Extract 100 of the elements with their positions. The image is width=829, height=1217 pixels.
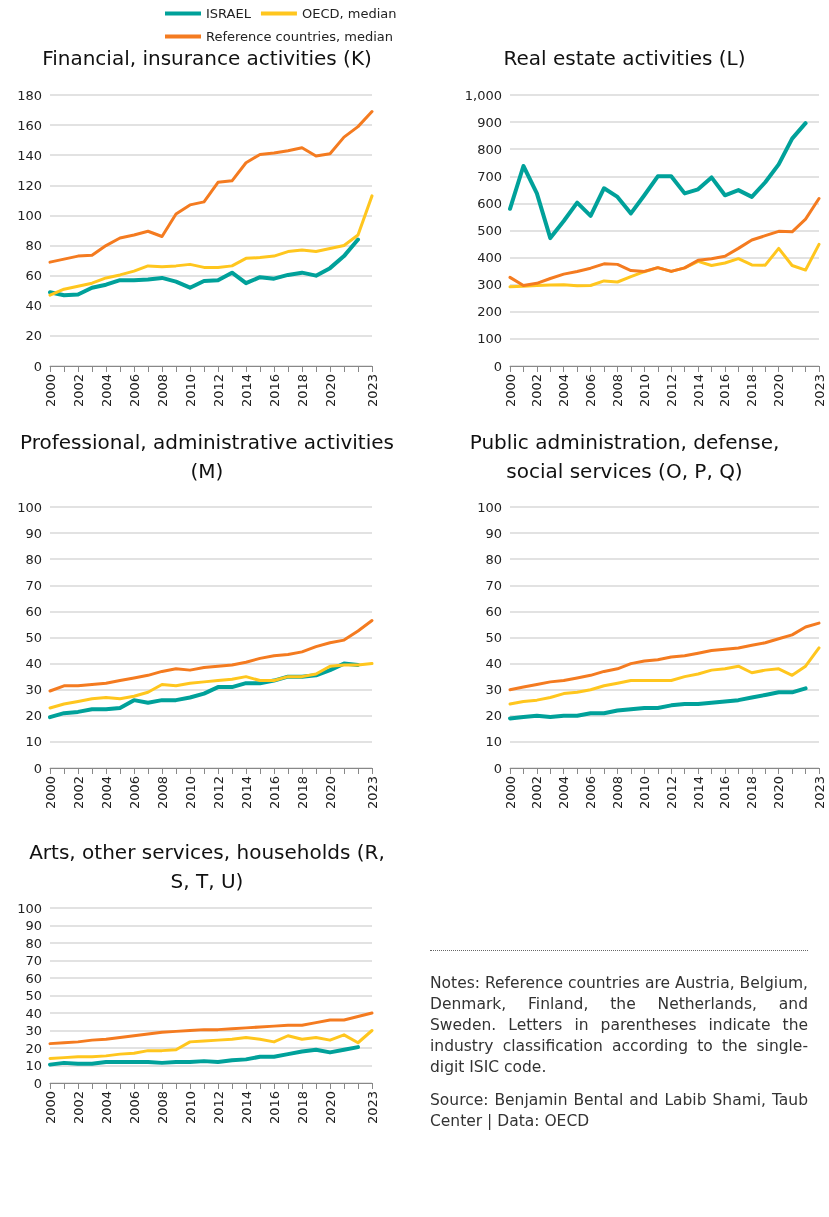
y-tick-label: 30 — [25, 682, 42, 698]
y-tick-label: 0 — [33, 358, 42, 374]
line-series — [508, 197, 821, 288]
y-tick-label: 20 — [485, 708, 502, 724]
x-tick-label: 2008 — [154, 1091, 170, 1125]
y-tick-label: 100 — [17, 207, 42, 223]
y-tick-label: 100 — [477, 331, 502, 347]
y-tick-label: 0 — [33, 760, 42, 776]
y-tick-label: 80 — [25, 551, 42, 567]
x-tick-label: 2023 — [811, 374, 827, 408]
line-series — [48, 237, 360, 298]
x-tick-label: 2002 — [70, 374, 86, 408]
x-tick-label: 2010 — [182, 776, 198, 810]
x-tick-label: 2014 — [238, 374, 254, 408]
legend-label: Reference countries, median — [206, 29, 393, 44]
y-tick-label: 10 — [25, 1058, 42, 1073]
x-tick-label: 2010 — [636, 776, 652, 810]
y-tick-label: 50 — [25, 988, 42, 1003]
line-series — [508, 686, 808, 721]
chart-title: Public administration, defense, social services (O, P, Q) — [468, 429, 781, 485]
y-tick-label: 100 — [17, 900, 42, 916]
x-tick-label: 2020 — [322, 1091, 338, 1125]
x-tick-label: 2016 — [717, 374, 733, 408]
x-tick-label: 2004 — [98, 374, 114, 408]
x-tick-label: 2023 — [811, 776, 827, 810]
x-tick-label: 2014 — [690, 776, 706, 810]
x-tick-label: 2006 — [126, 374, 142, 408]
y-tick-label: 50 — [485, 630, 502, 645]
y-tick-label: 20 — [25, 328, 42, 344]
chart-title: Arts, other services, households (R, S, T, U) — [28, 839, 386, 895]
y-tick-label: 90 — [25, 918, 42, 933]
x-tick-label: 2010 — [182, 1091, 198, 1125]
y-tick-label: 70 — [25, 953, 42, 968]
y-tick-label: 140 — [17, 147, 42, 163]
y-tick-label: 70 — [25, 577, 42, 593]
x-tick-label: 2004 — [98, 776, 114, 810]
x-tick-label: 2008 — [609, 776, 625, 810]
y-tick-label: 160 — [17, 117, 42, 133]
x-tick-label: 2014 — [238, 1091, 254, 1125]
x-tick-label: 2006 — [583, 374, 599, 408]
y-tick-label: 40 — [25, 298, 42, 314]
y-tick-label: 80 — [485, 551, 502, 567]
x-tick-label: 2012 — [210, 1091, 226, 1125]
y-tick-label: 10 — [485, 734, 502, 750]
x-tick-label: 2018 — [294, 374, 310, 408]
y-tick-label: 20 — [25, 1040, 42, 1056]
y-tick-label: 40 — [25, 1005, 42, 1021]
x-tick-label: 2004 — [98, 1091, 114, 1125]
y-tick-label: 120 — [17, 177, 42, 193]
y-tick-label: 70 — [485, 577, 502, 593]
x-tick-label: 2002 — [70, 776, 86, 810]
x-tick-label: 2002 — [529, 776, 545, 810]
legend-label: OECD, median — [301, 6, 397, 21]
x-tick-label: 2016 — [266, 776, 282, 810]
y-tick-label: 1,000 — [464, 87, 502, 103]
y-tick-label: 300 — [477, 277, 502, 293]
y-tick-label: 80 — [25, 238, 42, 254]
x-tick-label: 2000 — [502, 374, 518, 408]
chart-title: Professional, administrative activities (M) — [20, 429, 394, 485]
chart-title: Financial, insurance activities (K) — [41, 45, 373, 72]
legend-label: ISRAEL — [206, 6, 252, 21]
y-tick-label: 500 — [477, 223, 502, 238]
y-tick-label: 50 — [25, 630, 42, 645]
y-tick-label: 60 — [485, 603, 502, 619]
x-tick-label: 2000 — [42, 776, 58, 810]
text: Notes: Reference countries are Austria, Belgium, Denmark, Finland, the Netherlands, and Sweden. Letters in parentheses indicate the industry classification according to the single-digit ISIC code. — [430, 973, 808, 1078]
y-tick-label: 0 — [493, 358, 502, 374]
line-series — [48, 194, 374, 297]
line-series — [48, 662, 374, 710]
x-tick-label: 2006 — [583, 776, 599, 810]
x-tick-label: 2002 — [70, 1091, 86, 1125]
line-series — [508, 646, 821, 706]
y-tick-label: 10 — [25, 734, 42, 750]
y-tick-label: 0 — [33, 1075, 42, 1091]
chart-title: Real estate activities (L) — [502, 45, 747, 72]
x-tick-label: 2016 — [266, 374, 282, 408]
x-tick-label: 2020 — [322, 374, 338, 408]
x-tick-label: 2023 — [364, 1091, 380, 1125]
y-tick-label: 700 — [477, 168, 502, 184]
y-tick-label: 100 — [17, 499, 42, 515]
x-tick-label: 2018 — [744, 776, 760, 810]
x-tick-label: 2006 — [126, 776, 142, 810]
source-note: Source: Benjamin Bental and Labib Shami, Taub Center | Data: OECD — [430, 1090, 808, 1132]
x-tick-label: 2000 — [42, 374, 58, 408]
x-tick-label: 2020 — [771, 374, 787, 408]
x-tick-label: 2010 — [182, 374, 198, 408]
y-tick-label: 60 — [25, 268, 42, 284]
y-tick-label: 40 — [25, 656, 42, 672]
line-series — [48, 1011, 374, 1046]
y-tick-label: 900 — [477, 114, 502, 130]
y-tick-label: 60 — [25, 970, 42, 986]
y-tick-label: 400 — [477, 250, 502, 266]
y-tick-label: 600 — [477, 195, 502, 211]
x-tick-label: 2012 — [663, 374, 679, 408]
y-tick-label: 40 — [485, 656, 502, 672]
y-tick-label: 60 — [25, 603, 42, 619]
y-tick-label: 800 — [477, 141, 502, 157]
x-tick-label: 2008 — [154, 374, 170, 408]
x-tick-label: 2018 — [744, 374, 760, 408]
y-tick-label: 90 — [25, 525, 42, 541]
